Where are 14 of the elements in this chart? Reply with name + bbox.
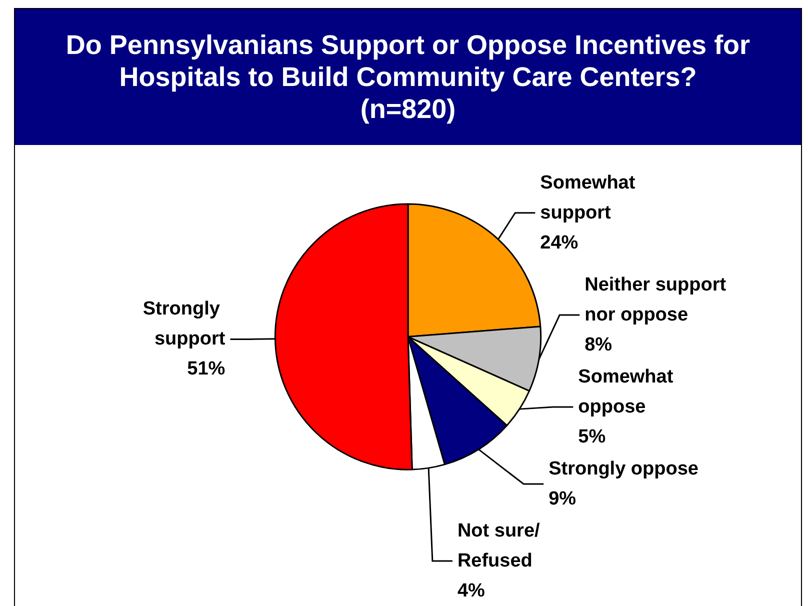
slice-label: Neither support nor oppose (584, 274, 732, 326)
slice-label: Somewhat support (540, 172, 640, 224)
slice-label: Somewhat oppose (578, 366, 678, 418)
slice-label: Strongly support (142, 298, 226, 350)
slice-label: Not sure/ Refused (457, 520, 546, 572)
data-label: 24% (540, 232, 578, 254)
chart-title: Do Pennsylvanians Support or Oppose Incentives for Hospitals to Build Community Care Centers? (64, 29, 752, 93)
chart-subtitle: (n=820) (359, 93, 457, 125)
data-label: 9% (548, 488, 576, 510)
data-label: 51% (187, 358, 226, 380)
slice-label: Strongly oppose (548, 458, 698, 480)
data-label: 8% (584, 334, 612, 356)
data-label: 4% (457, 580, 486, 602)
data-label: 5% (578, 426, 606, 448)
